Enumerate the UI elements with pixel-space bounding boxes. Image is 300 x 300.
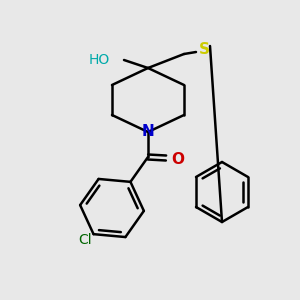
Text: S: S: [199, 43, 209, 58]
Text: O: O: [172, 152, 184, 166]
Text: Cl: Cl: [79, 233, 92, 247]
Text: N: N: [142, 124, 154, 140]
Text: HO: HO: [89, 53, 110, 67]
